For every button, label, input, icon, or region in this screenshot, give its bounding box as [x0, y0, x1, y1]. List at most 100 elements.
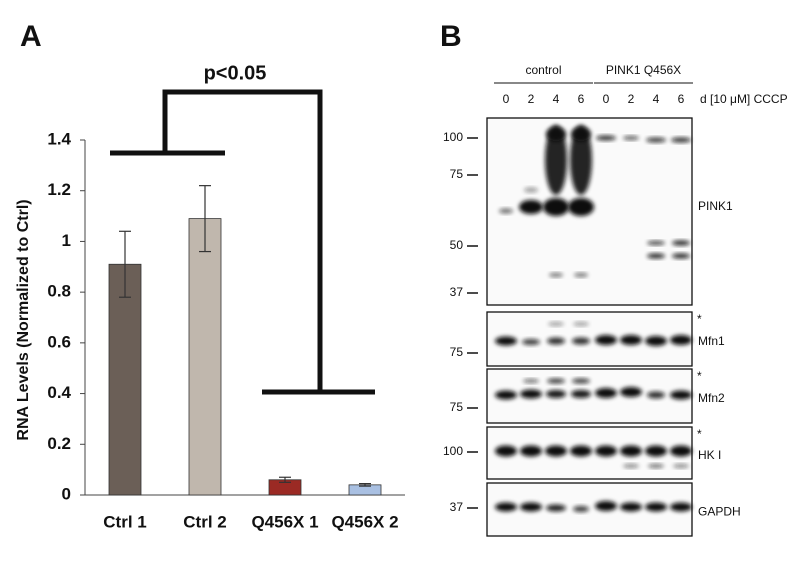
blot-band [595, 501, 617, 511]
blot-band [645, 336, 667, 346]
x-tick-label: Q456X 2 [331, 512, 398, 531]
blot-band [545, 445, 567, 457]
blot-band [623, 464, 639, 468]
blot-band [645, 445, 667, 457]
protein-label: PINK1 [698, 199, 733, 213]
blot-band [546, 504, 566, 512]
error-bar [279, 476, 291, 483]
blot-band [547, 378, 565, 384]
marker-label: 75 [450, 167, 464, 181]
blot-band [568, 198, 594, 216]
blot-band [646, 137, 666, 143]
blot-band [495, 502, 517, 512]
blot-band [620, 445, 642, 457]
marker-label: 50 [450, 238, 464, 252]
marker-label: 37 [450, 500, 464, 514]
panel-label: B [440, 20, 462, 53]
blot-band [670, 335, 692, 345]
blot-band [523, 379, 539, 383]
y-tick-label: 0.6 [47, 332, 71, 351]
blot-band [520, 502, 542, 512]
lane-label: 0 [603, 92, 610, 106]
marker-label: 100 [443, 444, 463, 458]
panel-label: A [20, 20, 42, 53]
lane-label: 6 [678, 92, 685, 106]
blot-band [620, 387, 642, 397]
blot-band [520, 389, 542, 399]
blot-band [595, 335, 617, 345]
bar [108, 263, 142, 496]
y-axis-label: RNA Levels (Normalized to Ctrl) [15, 199, 32, 440]
blot-band [673, 464, 689, 468]
blot-band [545, 125, 567, 195]
protein-label: GAPDH [698, 505, 741, 519]
protein-label: Mfn2 [698, 391, 725, 405]
blot-band [546, 390, 566, 398]
blot-frame [486, 311, 693, 367]
bracket [162, 89, 323, 392]
blot-band [570, 125, 592, 195]
lane-label: 2 [628, 92, 635, 106]
y-tick-label: 0.8 [47, 282, 71, 301]
bar [188, 218, 222, 496]
blot-band [647, 253, 665, 259]
y-tick-label: 0.2 [47, 434, 71, 453]
blot-band [499, 208, 513, 214]
blot-band [620, 502, 642, 512]
blot-band [645, 502, 667, 512]
marker-label: 37 [450, 285, 464, 299]
lane-label: 2 [528, 92, 535, 106]
blot-band [572, 337, 590, 345]
error-bar [199, 185, 211, 253]
blot-band [595, 445, 617, 457]
blot-band [495, 445, 517, 457]
blot-band [573, 506, 589, 512]
blot-band [596, 135, 616, 141]
y-tick-label: 1.4 [47, 129, 71, 148]
blot-band [495, 336, 517, 346]
marker-label: 100 [443, 130, 463, 144]
protein-label: Mfn1 [698, 334, 725, 348]
blot-band [647, 241, 665, 245]
y-tick-label: 1.2 [47, 180, 71, 199]
blot-band [670, 445, 692, 457]
significance-bracket [110, 89, 375, 395]
x-tick-label: Ctrl 2 [183, 512, 226, 531]
blot-band [671, 137, 691, 143]
blot-band [495, 390, 517, 400]
x-tick-label: Ctrl 1 [103, 512, 146, 531]
band-note: * [697, 312, 702, 326]
blot-band [648, 464, 664, 468]
blot-band [520, 445, 542, 457]
group-label: control [525, 63, 561, 77]
blot-band [548, 322, 564, 326]
y-tick-label: 0.4 [47, 383, 71, 402]
treatment-label: d [10 μM] CCCP [700, 92, 788, 106]
blot-band [546, 127, 566, 141]
group-label: PINK1 Q456X [606, 63, 681, 77]
blot-band [571, 390, 591, 398]
blot-band [570, 445, 592, 457]
error-bar [359, 482, 371, 487]
blot-band [572, 378, 590, 384]
y-tick-label: 0 [62, 484, 71, 503]
blot-band [522, 339, 540, 345]
x-tick-label: Q456X 1 [251, 512, 318, 531]
lane-label: 4 [553, 92, 560, 106]
lane-label: 0 [503, 92, 510, 106]
blot-band [543, 198, 569, 216]
blot-band [574, 273, 588, 277]
blot-band [670, 390, 692, 400]
blot-band [595, 388, 617, 398]
blot-band [571, 127, 591, 141]
marker-label: 75 [450, 400, 464, 414]
protein-label: HK I [698, 448, 721, 462]
marker-label: 75 [450, 345, 464, 359]
blot-band [549, 273, 563, 277]
blot-band [623, 136, 639, 140]
blot-band [519, 200, 543, 214]
blot-band [573, 322, 589, 326]
error-bar [119, 230, 131, 298]
